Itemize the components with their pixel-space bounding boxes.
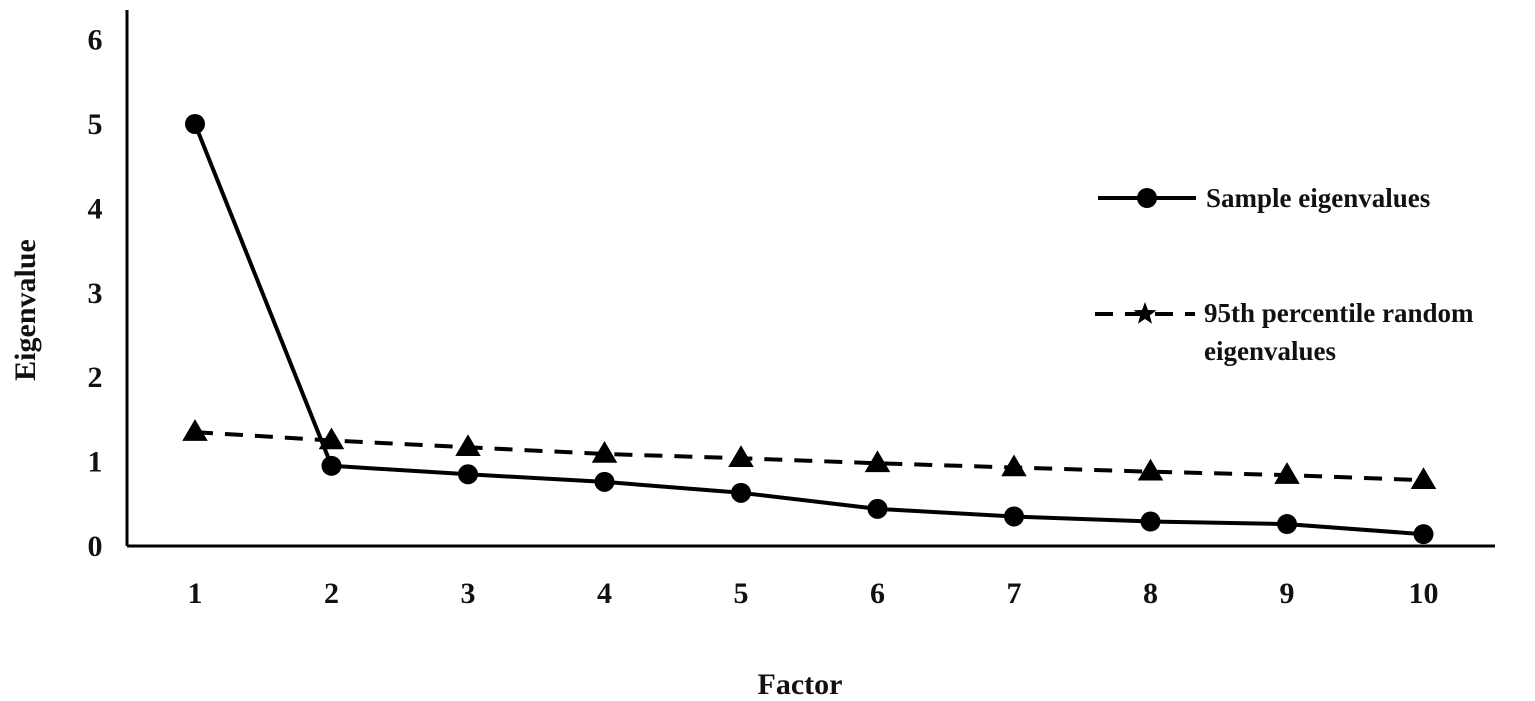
data-point-circle	[594, 471, 615, 492]
data-point-triangle	[318, 427, 345, 450]
x-tick-label: 10	[1409, 577, 1439, 610]
y-tick-label: 1	[88, 446, 103, 479]
x-tick-label: 9	[1280, 577, 1295, 610]
x-tick-label: 3	[461, 577, 476, 610]
y-tick-label: 3	[88, 277, 103, 310]
data-point-triangle	[728, 445, 754, 468]
data-point-circle	[321, 455, 342, 476]
data-point-circle	[1413, 524, 1434, 545]
legend-marker-star	[1133, 302, 1157, 324]
legend-label-sample: Sample eigenvalues	[1206, 183, 1430, 213]
legend-item-random: 95th percentile random eigenvalues	[1095, 298, 1474, 366]
y-axis-title: Eigenvalue	[9, 239, 42, 381]
x-tick-label: 6	[870, 577, 885, 610]
x-tick-label: 7	[1007, 577, 1022, 610]
data-point-circle	[1140, 511, 1161, 532]
legend-label-random-line2: eigenvalues	[1204, 336, 1336, 366]
y-tick-label: 5	[88, 108, 103, 141]
series-line	[193, 123, 1424, 537]
y-tick-label: 6	[88, 24, 103, 57]
data-point-circle	[867, 498, 888, 519]
data-point-triangle	[1274, 462, 1300, 484]
series-line	[194, 430, 1424, 483]
data-point-triangle	[455, 434, 481, 457]
legend: Sample eigenvalues 95th percentile rando…	[1095, 183, 1474, 366]
legend-marker-circle	[1137, 188, 1157, 208]
x-axis-title: Factor	[758, 668, 843, 701]
x-tick-label: 5	[734, 577, 749, 610]
x-tick-label: 8	[1143, 577, 1158, 610]
data-point-circle	[1277, 514, 1297, 535]
x-tick-label: 2	[324, 577, 339, 610]
y-tick-label: 4	[88, 192, 103, 225]
data-point-circle	[458, 464, 478, 485]
x-tick-label: 1	[188, 577, 203, 610]
x-tick-labels: 1 2 3 4 5 6 7 8 9 10	[188, 577, 1439, 610]
data-point-triangle	[864, 450, 891, 473]
y-tick-labels: 0 1 2 3 4 5 6	[88, 24, 103, 563]
y-tick-label: 0	[88, 530, 103, 563]
series-layer	[182, 114, 1437, 545]
legend-label-random-line1: 95th percentile random	[1204, 298, 1474, 328]
data-point-triangle	[1137, 458, 1164, 481]
data-point-triangle	[591, 441, 618, 463]
y-tick-label: 2	[88, 361, 103, 394]
data-point-circle	[185, 114, 205, 134]
data-point-circle	[1004, 506, 1024, 527]
legend-item-sample: Sample eigenvalues	[1098, 183, 1430, 213]
data-point-triangle	[182, 419, 208, 441]
data-point-circle	[731, 482, 751, 503]
series-random	[182, 419, 1437, 489]
data-point-triangle	[1001, 454, 1027, 477]
data-point-triangle	[1410, 467, 1437, 489]
x-tick-label: 4	[597, 577, 612, 610]
axes	[125, 10, 1495, 548]
series-sample	[185, 114, 1434, 545]
